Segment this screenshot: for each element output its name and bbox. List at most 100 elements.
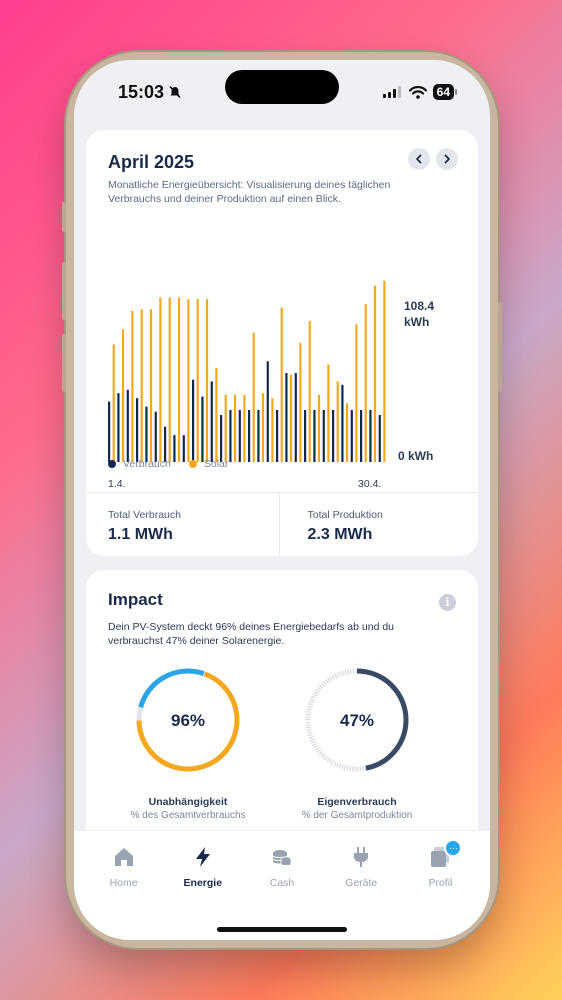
solar-bar: [205, 299, 209, 462]
self-consumption-donut: 47%: [305, 668, 409, 772]
tab-energie[interactable]: Energie: [163, 845, 242, 940]
content-scroll[interactable]: April 2025 Monatliche Energieübersicht: …: [74, 124, 490, 858]
consumption-bar: [136, 398, 139, 462]
x-axis-start-label: 1.4.: [108, 478, 126, 490]
y-axis-max-label: 108.4: [404, 299, 434, 313]
total-production-value: 2.3 MWh: [307, 526, 373, 543]
status-icons: 64: [382, 84, 458, 100]
battery-indicator: 64: [432, 84, 458, 100]
power-button: [498, 302, 502, 392]
tab-bar: Home Energie Cash: [74, 830, 490, 940]
self-consumption-arc: [305, 668, 409, 772]
solar-bar: [289, 374, 293, 462]
legend-consumption-label: Verbrauch: [123, 458, 171, 470]
next-month-button[interactable]: [436, 148, 458, 170]
solar-bar: [196, 299, 199, 462]
consumption-bar: [350, 409, 353, 462]
consumption-bar: [182, 435, 185, 462]
chart-bars: [108, 280, 386, 462]
tab-home[interactable]: Home: [84, 845, 163, 940]
self-consumption-value: 47%: [340, 711, 374, 730]
home-icon: [114, 848, 133, 866]
legend-solar[interactable]: Solar: [188, 458, 228, 470]
clock: 15:03: [118, 82, 182, 103]
tab-geraete-label: Geräte: [345, 877, 378, 889]
independence-caption: Unabhängigkeit % des Gesamtverbrauchs: [108, 796, 268, 821]
y-axis-min-label: 0 kWh: [398, 449, 433, 463]
solar-bar: [280, 307, 283, 462]
total-production-label: Total Produktion: [307, 509, 383, 521]
solar-bar: [243, 394, 246, 462]
self-consumption-caption: Eigenverbrauch % der Gesamtproduktion: [277, 796, 437, 821]
consumption-dot: [108, 460, 116, 468]
solar-bar: [336, 381, 339, 462]
chevron-left-icon: [416, 154, 422, 164]
consumption-bar: [210, 381, 213, 462]
phone-frame: 15:03 64: [62, 52, 502, 948]
tab-geraete[interactable]: Geräte: [322, 845, 401, 940]
solar-bar: [177, 297, 181, 462]
consumption-bar: [360, 409, 363, 462]
solar-bar: [149, 309, 153, 462]
lightning-bolt-icon: [195, 847, 210, 867]
solar-bar: [364, 304, 367, 462]
total-consumption: Total Verbrauch 1.1 MWh: [86, 493, 279, 556]
solar-bar: [168, 297, 171, 462]
solar-bar: [112, 344, 115, 462]
self-consumption-sublabel: % der Gesamtproduktion: [301, 810, 413, 821]
independence-arc: [136, 668, 240, 772]
tab-home-label: Home: [109, 877, 138, 889]
y-axis-max-unit: kWh: [404, 315, 429, 329]
solar-bar: [308, 320, 311, 462]
legend-consumption[interactable]: Verbrauch: [108, 458, 171, 470]
volume-up-button: [62, 262, 66, 320]
previous-month-button[interactable]: [408, 148, 430, 170]
solar-bar: [373, 285, 377, 462]
consumption-bar: [201, 396, 204, 462]
consumption-bar: [145, 406, 148, 462]
independence-donut: 96%: [136, 668, 240, 772]
consumption-bar: [257, 409, 260, 462]
consumption-bar: [322, 409, 325, 462]
consumption-bar: [164, 426, 167, 462]
consumption-bar: [285, 373, 288, 462]
total-consumption-label: Total Verbrauch: [108, 509, 181, 521]
impact-title: Impact: [108, 590, 163, 609]
clock-text: 15:03: [118, 81, 165, 102]
plug-icon: [354, 847, 369, 867]
energy-bar-chart[interactable]: 108.4 kWh 0 kWh 1.4. 30.4.: [86, 210, 478, 500]
consumption-bar: [220, 414, 223, 462]
independence-label: Unabhängigkeit: [148, 796, 228, 808]
solar-dot: [188, 460, 197, 468]
tab-profil-label: Profil: [428, 877, 453, 889]
month-navigation: [408, 148, 458, 170]
consumption-bar: [332, 409, 335, 462]
chevron-right-icon: [444, 154, 450, 164]
consumption-bar: [276, 409, 279, 462]
chart-legend: Verbrauch Solar: [108, 458, 228, 470]
consumption-bar: [108, 401, 111, 462]
solar-bar: [383, 280, 386, 462]
x-axis-end-label: 30.4.: [358, 478, 381, 490]
month-title: April 2025: [108, 152, 195, 172]
impact-card: Impact i Dein PV-System deckt 96% deines…: [86, 570, 478, 858]
consumption-bar: [266, 361, 269, 462]
tab-cash[interactable]: Cash: [242, 845, 321, 940]
consumption-bar: [341, 384, 344, 462]
energy-description: Monatliche Energieübersicht: Visualisier…: [108, 179, 391, 205]
solar-bar: [215, 367, 218, 462]
solar-bar: [355, 324, 358, 462]
consumption-bar: [369, 409, 372, 462]
solar-bar: [224, 394, 227, 462]
solar-bar: [327, 364, 330, 462]
consumption-bar: [378, 414, 381, 462]
consumption-bar: [173, 435, 176, 462]
wifi-icon: [408, 85, 427, 99]
solar-bar: [299, 342, 302, 462]
chat-badge[interactable]: ···: [444, 839, 463, 857]
mute-bell-icon: [169, 85, 181, 99]
consumption-bar: [192, 379, 195, 462]
tab-profil[interactable]: ··· Profil: [401, 839, 480, 940]
info-icon[interactable]: i: [439, 594, 456, 611]
action-button: [62, 202, 66, 232]
